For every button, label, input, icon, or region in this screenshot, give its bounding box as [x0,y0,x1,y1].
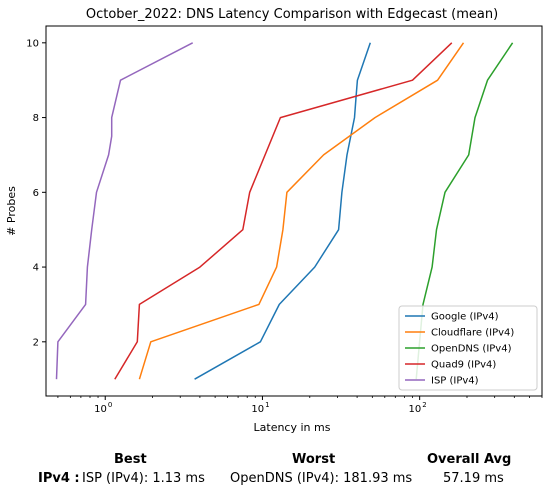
y-axis: 2 4 6 8 10 [26,38,46,348]
summary-header-overall-avg: Overall Avg [427,452,512,467]
plot-frame [45,25,543,397]
legend: Google (IPv4) Cloudflare (IPv4) OpenDNS (I… [398,305,538,391]
x-tick-exponent-2: 2 [422,401,426,409]
summary-row-label: IPv4 : [38,471,80,486]
series-line-3 [114,42,453,380]
series-line-2 [415,42,514,380]
legend-box [398,305,538,391]
legend-label-1: Cloudflare (IPv4) [431,328,514,339]
legend-label-2: OpenDNS (IPv4) [431,344,512,355]
legend-label-3: Quad9 (IPv4) [431,360,496,371]
y-tick-label-2: 6 [33,188,39,199]
y-tick-label-0: 2 [33,337,39,348]
x-tick-label-1: 101 [251,401,269,415]
chart-title: October_2022: DNS Latency Comparison wit… [86,7,498,22]
x-tick-exponent-0: 0 [108,401,112,409]
summary-worst-value: OpenDNS (IPv4): 181.93 ms [230,471,413,486]
summary-header-worst: Worst [292,452,336,467]
summary-best-value: ISP (IPv4): 1.13 ms [82,471,205,486]
summary-overall-avg-value: 57.19 ms [443,471,504,486]
x-tick-exponent-1: 1 [265,401,269,409]
latency-chart: October_2022: DNS Latency Comparison wit… [5,7,543,434]
y-tick-label-4: 10 [26,38,39,49]
y-axis-label: # Probes [5,186,18,236]
summary-table: Best Worst Overall Avg IPv4 : ISP (IPv4)… [0,440,548,496]
plot-lines [55,42,514,380]
x-tick-label-0: 100 [94,401,112,415]
x-tick-label-2: 102 [409,401,427,415]
summary-header-best: Best [114,452,147,467]
legend-label-4: ISP (IPv4) [431,376,479,387]
x-axis: 100 101 102 [57,396,543,415]
y-tick-label-3: 8 [33,113,39,124]
series-line-0 [194,42,372,380]
legend-label-0: Google (IPv4) [431,312,499,323]
y-tick-label-1: 4 [33,263,39,274]
x-axis-label: Latency in ms [254,421,331,434]
series-line-4 [55,42,194,380]
series-line-1 [138,42,465,380]
